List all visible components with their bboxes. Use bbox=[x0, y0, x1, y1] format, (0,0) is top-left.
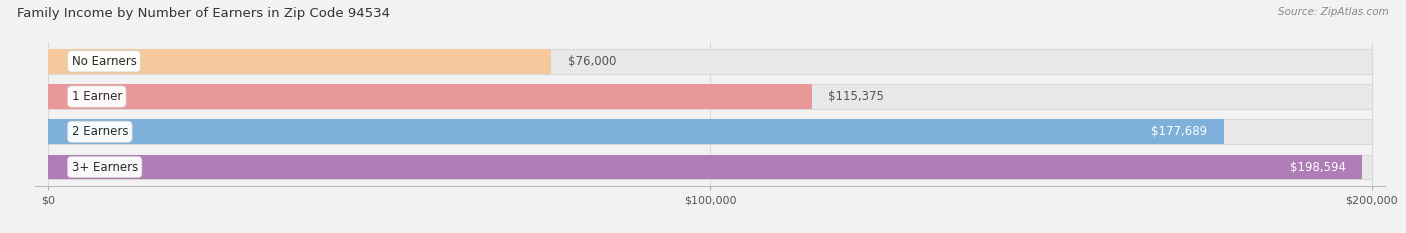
Text: 3+ Earners: 3+ Earners bbox=[72, 161, 138, 174]
Text: Source: ZipAtlas.com: Source: ZipAtlas.com bbox=[1278, 7, 1389, 17]
Text: Family Income by Number of Earners in Zip Code 94534: Family Income by Number of Earners in Zi… bbox=[17, 7, 389, 20]
Text: 1 Earner: 1 Earner bbox=[72, 90, 122, 103]
Text: No Earners: No Earners bbox=[72, 55, 136, 68]
Bar bbox=[48, 120, 1225, 144]
Text: $177,689: $177,689 bbox=[1152, 125, 1208, 138]
Bar bbox=[48, 120, 1372, 144]
Text: $115,375: $115,375 bbox=[828, 90, 884, 103]
Bar bbox=[48, 84, 811, 109]
Bar bbox=[48, 49, 551, 74]
Bar bbox=[48, 155, 1372, 179]
Bar bbox=[48, 49, 1372, 74]
Text: 2 Earners: 2 Earners bbox=[72, 125, 128, 138]
Text: $76,000: $76,000 bbox=[568, 55, 616, 68]
Bar bbox=[48, 84, 1372, 109]
Text: $198,594: $198,594 bbox=[1289, 161, 1346, 174]
Bar bbox=[48, 155, 1362, 179]
